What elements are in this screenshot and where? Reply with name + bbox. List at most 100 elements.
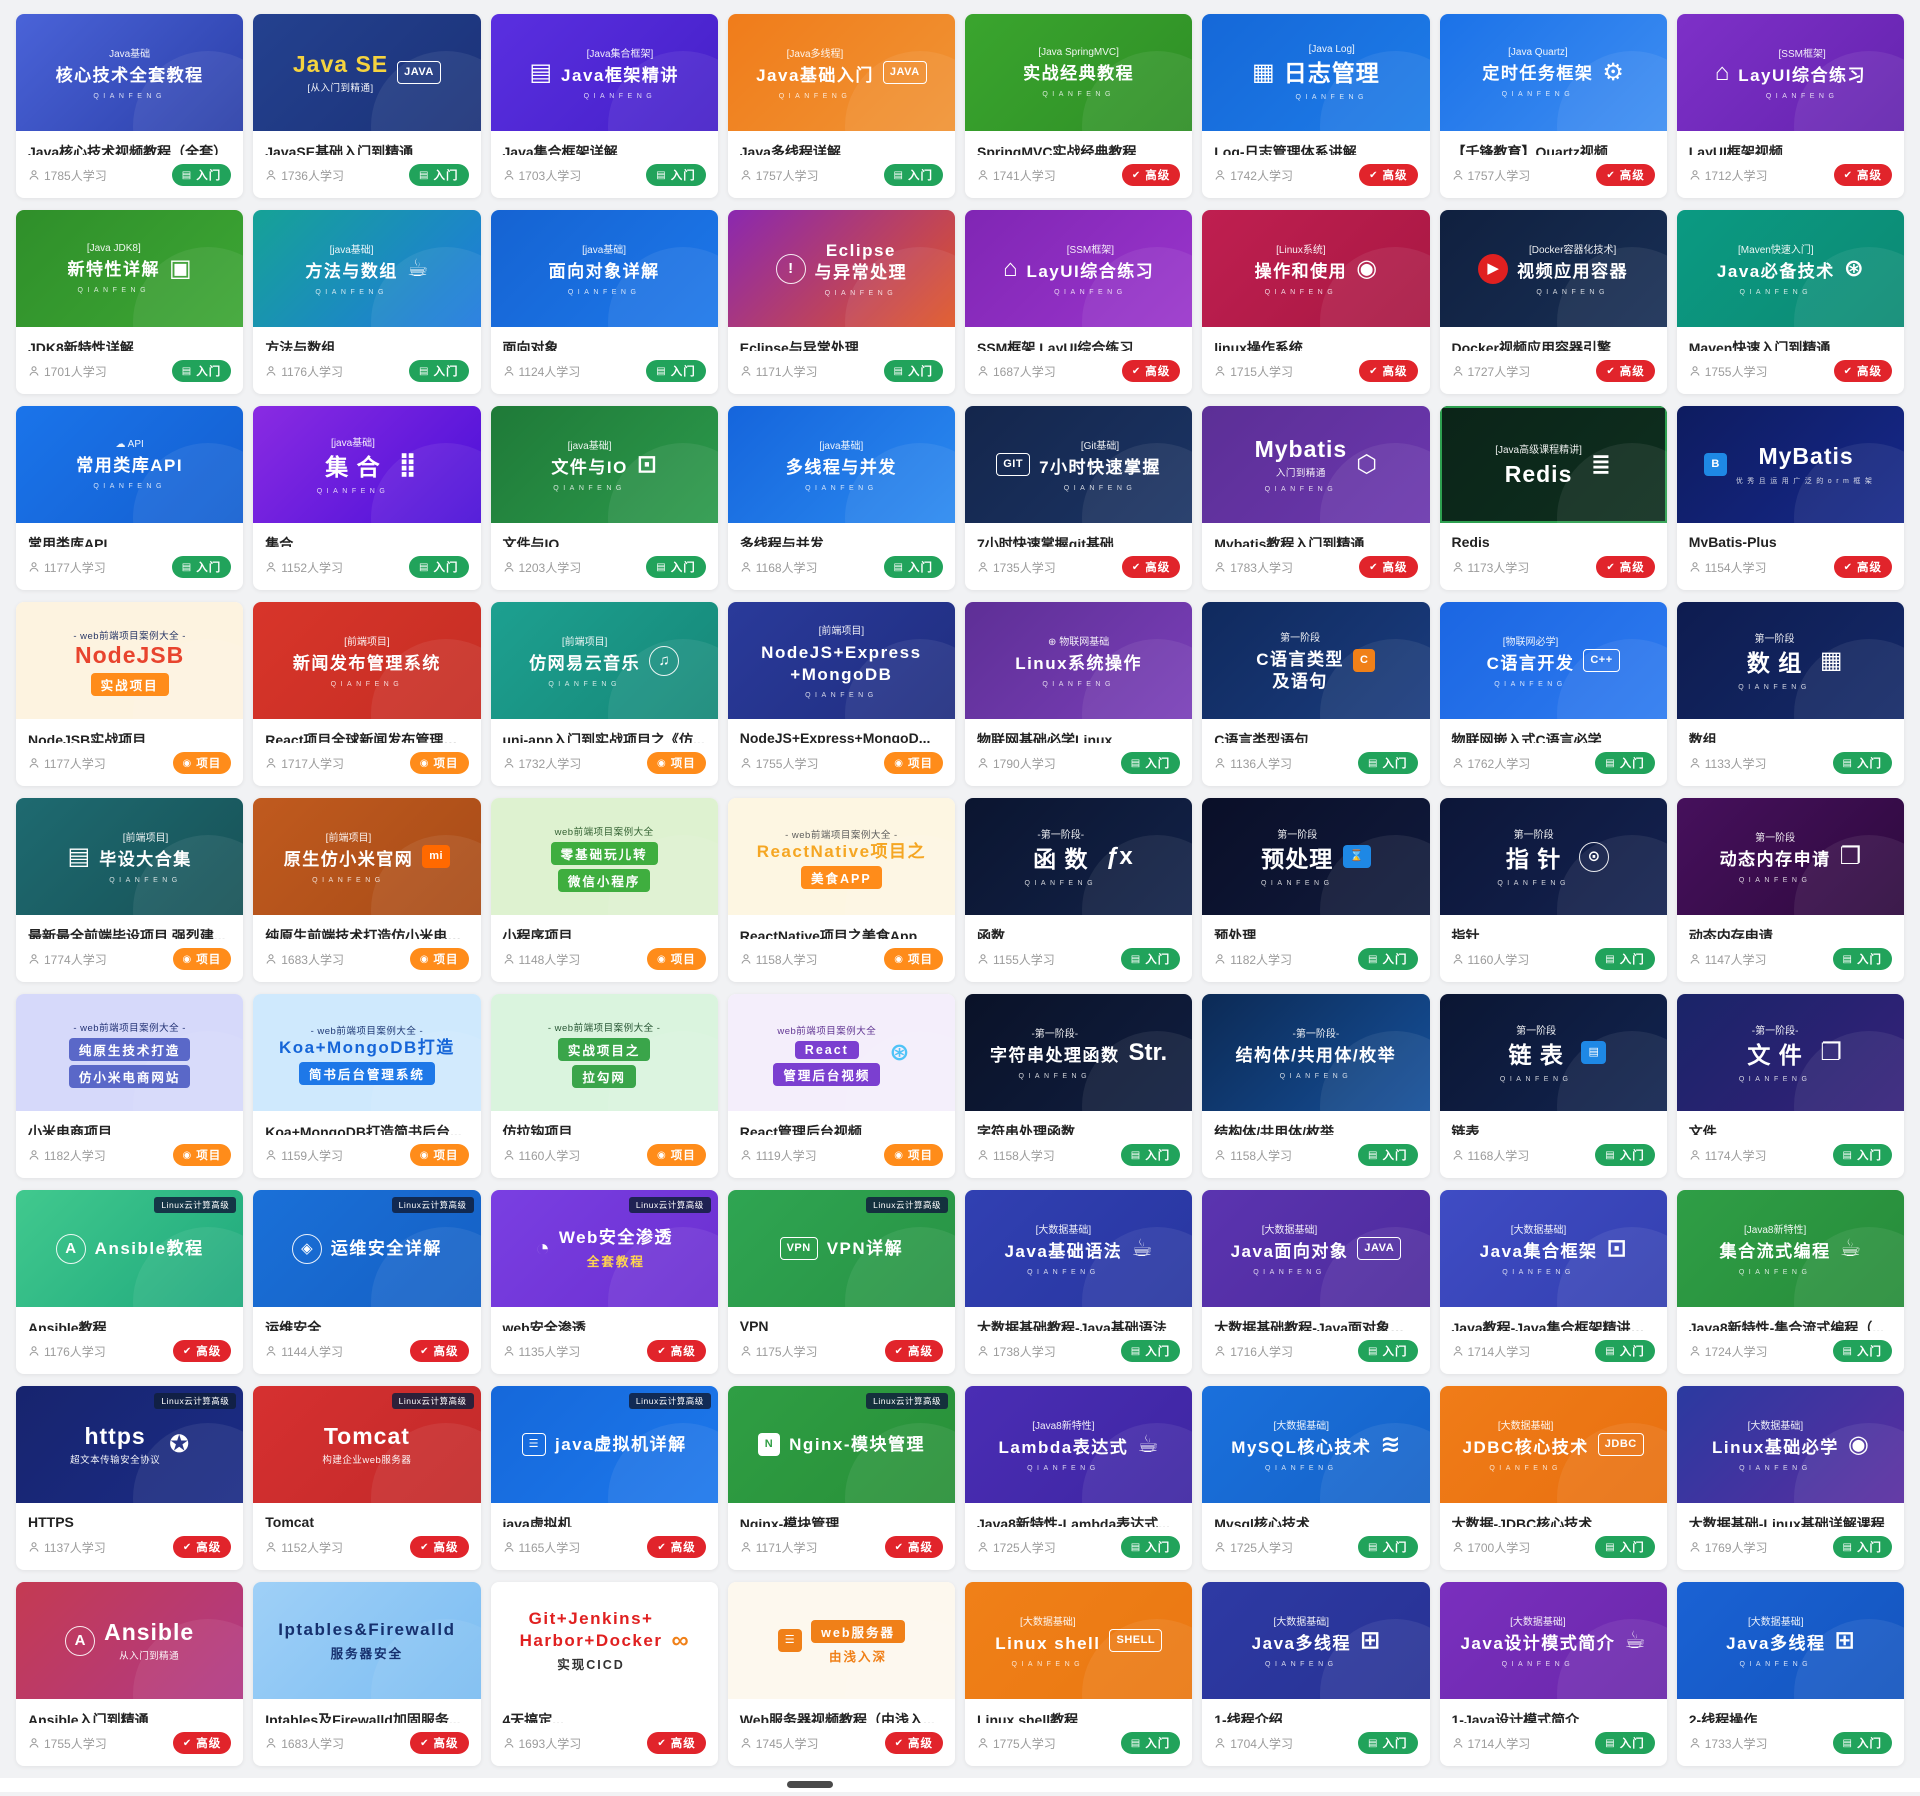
- level-badge[interactable]: ◉ 项目: [172, 948, 232, 970]
- course-thumbnail[interactable]: 第一阶段 C语言类型 及语句 C: [1202, 602, 1430, 719]
- course-title[interactable]: 文件: [1688, 1124, 1717, 1135]
- course-thumbnail[interactable]: GIT [Git基础] 7小时快速掌握 QIANFENG: [965, 406, 1193, 523]
- course-title[interactable]: 大数据-JDBC核心技术: [1451, 1516, 1593, 1527]
- course-card[interactable]: [Linux系统] 操作和使用 QIANFENG ◉ linux操作系统 1715人学习 ✔…: [1202, 210, 1430, 394]
- course-title[interactable]: 小米电商项目: [28, 1124, 112, 1135]
- course-thumbnail[interactable]: ▶ [Docker容器化技术] 视频应用容器 QIANFENG: [1439, 210, 1667, 327]
- level-badge[interactable]: ◉ 项目: [409, 1144, 469, 1166]
- course-card[interactable]: Mybatis 入门到精通 QIANFENG ⬡ Mybatis教程入门到精通 1783人…: [1202, 406, 1430, 590]
- course-title[interactable]: ReactNative项目之美食App: [739, 928, 918, 939]
- level-badge[interactable]: ▤ 入门: [171, 360, 232, 382]
- course-title[interactable]: Log-日志管理体系讲解: [1214, 144, 1357, 155]
- course-card[interactable]: ⌂ [SSM框架] LayUI综合练习 QIANFENG SSM框架 LayUI综合练习…: [965, 210, 1193, 394]
- course-title[interactable]: JDK8新特性详解: [28, 340, 134, 351]
- level-badge[interactable]: ✔ 高级: [172, 1340, 232, 1362]
- level-badge[interactable]: ◉ 项目: [884, 1144, 943, 1166]
- course-card[interactable]: [Java高级课程精讲] Redis ≣ Redis 1173人学习 ✔ 高级: [1439, 406, 1667, 590]
- course-thumbnail[interactable]: [前端项目] NodeJS+Express +MongoDB QIANFENG: [727, 602, 955, 719]
- level-badge[interactable]: ✔ 高级: [1596, 360, 1655, 382]
- level-badge[interactable]: ✔ 高级: [1833, 164, 1892, 186]
- level-badge[interactable]: ◉ 项目: [647, 752, 706, 774]
- course-card[interactable]: Iptables&Firewalld 服务器安全 Iptables及Firewall…: [253, 1582, 481, 1766]
- course-title[interactable]: JavaSE基础入门到精通: [265, 144, 414, 155]
- level-badge[interactable]: ✔ 高级: [647, 1340, 706, 1362]
- course-thumbnail[interactable]: [java基础] 方法与数组 QIANFENG ☕: [253, 210, 481, 327]
- course-title[interactable]: 指针: [1451, 928, 1480, 939]
- course-title[interactable]: 运维安全: [265, 1320, 322, 1331]
- course-title[interactable]: HTTPS: [28, 1514, 74, 1527]
- course-title[interactable]: 方法与数组: [265, 340, 336, 351]
- course-card[interactable]: [java基础] 方法与数组 QIANFENG ☕ 方法与数组 1176人学习 ▤ 入门: [253, 210, 481, 394]
- course-thumbnail[interactable]: [大数据基础] Java多线程 QIANFENG ⊞: [1202, 1582, 1430, 1699]
- course-card[interactable]: [Java8新特性] 集合流式编程 QIANFENG ☕ Java8新特性-集合流式编程…: [1676, 1190, 1904, 1374]
- course-title[interactable]: 面向对象: [502, 340, 559, 351]
- level-badge[interactable]: ▤ 入门: [1120, 752, 1181, 774]
- level-badge[interactable]: ✔ 高级: [884, 1732, 943, 1754]
- course-card[interactable]: 第一阶段 动态内存申请 QIANFENG ❐ 动态内存申请 1147人学习 ▤ 入门: [1676, 798, 1904, 982]
- level-badge[interactable]: ▤ 入门: [646, 360, 706, 382]
- course-thumbnail[interactable]: Iptables&Firewalld 服务器安全: [253, 1582, 481, 1699]
- course-card[interactable]: [Java JDK8] 新特性详解 QIANFENG ▣ JDK8新特性详解 1701人学…: [16, 210, 244, 394]
- course-title[interactable]: Ansible入门到精通: [28, 1712, 149, 1723]
- course-title[interactable]: React项目全球新闻发布管理系统: [265, 732, 472, 743]
- course-card[interactable]: ▤ [前端项目] 毕设大合集 QIANFENG 最新最全前端毕设项目 强烈建... 177…: [16, 798, 244, 982]
- course-title[interactable]: 字符串处理函数: [977, 1124, 1075, 1135]
- course-card[interactable]: -第一阶段- 结构体/共用体/枚举 QIANFENG 结构体/共用体/枚举 1158人学…: [1202, 994, 1430, 1178]
- course-card[interactable]: Linux云计算高级 VPN VPN详解 VPN 1175人学习 ✔ 高级: [727, 1190, 955, 1374]
- level-badge[interactable]: ✔ 高级: [1121, 164, 1181, 186]
- level-badge[interactable]: ▤ 入门: [883, 164, 943, 186]
- course-title[interactable]: 大数据基础教程-Java面对象编程: [1214, 1320, 1419, 1331]
- course-card[interactable]: Linux云计算高级 N Nginx-模块管理 Nginx-模块管理 1171人学习 ✔ 高…: [727, 1386, 955, 1570]
- course-thumbnail[interactable]: Linux云计算高级 ◔ Web安全渗透 全套教程: [490, 1190, 718, 1307]
- course-card[interactable]: 第一阶段数 组 QIANFENG ▦ 数组 1133人学习 ▤ 入门: [1676, 602, 1904, 786]
- course-thumbnail[interactable]: - web前端项目案例大全 - 纯原生技术打造 仿小米电商网站: [16, 994, 244, 1111]
- course-title[interactable]: 2-线程操作: [1688, 1712, 1758, 1723]
- course-title[interactable]: 1-Java设计模式简介: [1451, 1712, 1580, 1723]
- course-thumbnail[interactable]: [Java高级课程精讲] Redis ≣: [1439, 406, 1667, 523]
- course-thumbnail[interactable]: -第一阶段- 文 件 QIANFENG ❐: [1676, 994, 1904, 1111]
- course-card[interactable]: [前端项目] 原生仿小米官网 QIANFENG mi 纯原生前端技术打造仿小米电商...…: [253, 798, 481, 982]
- course-card[interactable]: [大数据基础] Linux shell QIANFENG SHELL Linux she…: [965, 1582, 1193, 1766]
- course-title[interactable]: Eclipse与异常处理: [739, 340, 859, 351]
- level-badge[interactable]: ▤ 入门: [1832, 948, 1892, 970]
- course-title[interactable]: web安全渗透: [502, 1320, 586, 1331]
- level-badge[interactable]: ◉ 项目: [647, 1144, 706, 1166]
- course-thumbnail[interactable]: [Linux系统] 操作和使用 QIANFENG ◉: [1202, 210, 1430, 327]
- course-thumbnail[interactable]: ☰ web服务器 由浅入深: [727, 1582, 955, 1699]
- course-title[interactable]: Redis: [1451, 534, 1490, 547]
- level-badge[interactable]: ▤ 入门: [1120, 1144, 1181, 1166]
- level-badge[interactable]: ✔ 高级: [172, 1732, 232, 1754]
- level-badge[interactable]: ▤ 入门: [409, 556, 469, 578]
- course-card[interactable]: [物联网必学] C语言开发 QIANFENG C++ 物联网嵌入式C语言必学 1762人学…: [1439, 602, 1667, 786]
- course-card[interactable]: Linux云计算高级 ☰ java虚拟机详解 java虚拟机 1165人学习 ✔ 高级: [490, 1386, 718, 1570]
- level-badge[interactable]: ▤ 入门: [1595, 1340, 1655, 1362]
- course-title[interactable]: Nginx-模块管理: [739, 1516, 840, 1527]
- course-card[interactable]: Linux云计算高级 https 超文本传输安全协议 ✪ HTTPS 1137人学习 ✔ 高级: [16, 1386, 244, 1570]
- level-badge[interactable]: ▤ 入门: [1358, 1732, 1418, 1754]
- level-badge[interactable]: ✔ 高级: [410, 1340, 469, 1362]
- course-thumbnail[interactable]: Linux云计算高级 VPN VPN详解: [727, 1190, 955, 1307]
- course-thumbnail[interactable]: Linux云计算高级 Tomcat 构建企业web服务器: [253, 1386, 481, 1503]
- course-thumbnail[interactable]: [Java8新特性] Lambda表达式 QIANFENG ☕: [965, 1386, 1193, 1503]
- course-title[interactable]: 1-线程介绍: [1214, 1712, 1283, 1723]
- level-badge[interactable]: ▤ 入门: [1358, 1340, 1418, 1362]
- course-thumbnail[interactable]: ⊕ 物联网基础 Linux系统操作 QIANFENG: [965, 602, 1193, 719]
- course-thumbnail[interactable]: A Ansible 从入门到精通: [16, 1582, 244, 1699]
- course-thumbnail[interactable]: [Java多线程] Java基础入门 QIANFENG JAVA: [727, 14, 955, 131]
- level-badge[interactable]: ▤ 入门: [646, 556, 706, 578]
- course-card[interactable]: 第一阶段指 针 QIANFENG ⊙ 指针 1160人学习 ▤ 入门: [1439, 798, 1667, 982]
- course-thumbnail[interactable]: Linux云计算高级 N Nginx-模块管理: [727, 1386, 955, 1503]
- level-badge[interactable]: ✔ 高级: [884, 1340, 943, 1362]
- course-card[interactable]: Java基础 核心技术全套教程 QIANFENG Java核心技术视频教程（全套） 17…: [16, 14, 244, 198]
- level-badge[interactable]: ✔ 高级: [410, 1732, 469, 1754]
- course-thumbnail[interactable]: Git+Jenkins+ Harbor+Docker 实现CICD ∞: [490, 1582, 718, 1699]
- course-thumbnail[interactable]: [物联网必学] C语言开发 QIANFENG C++: [1439, 602, 1667, 719]
- course-title[interactable]: 纯原生前端技术打造仿小米电商...: [265, 928, 473, 939]
- level-badge[interactable]: ▤ 入门: [1595, 1536, 1655, 1558]
- level-badge[interactable]: ▤ 入门: [1832, 752, 1892, 774]
- level-badge[interactable]: ✔ 高级: [1596, 556, 1655, 578]
- course-thumbnail[interactable]: [Maven快速入门] Java必备技术 QIANFENG ⊛: [1676, 210, 1904, 327]
- course-thumbnail[interactable]: ▦ [Java Log] 日志管理 QIANFENG: [1202, 14, 1430, 131]
- level-badge[interactable]: ✔ 高级: [172, 1536, 232, 1558]
- level-badge[interactable]: ✔ 高级: [1359, 164, 1418, 186]
